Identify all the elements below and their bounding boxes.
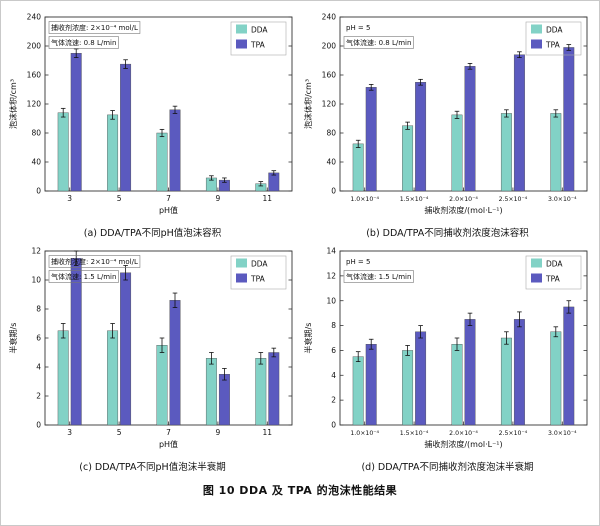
chart-d-plot: 0 2 4 6 8 10 12 14 半衰期/s 1.0×10⁻⁴ 1.5×10⁻⁴ 2.0×10⁻⁴…: [302, 243, 594, 458]
svg-text:40: 40: [31, 158, 41, 167]
svg-text:TPA: TPA: [545, 275, 561, 284]
chart-a-plot: 0 40 80 120 160 200 240 泡沫体积/cm³ 3 5 7 9 11 pH值 DDA TPA…: [7, 9, 299, 224]
svg-text:2.5×10⁻⁴: 2.5×10⁻⁴: [498, 196, 527, 203]
svg-text:5: 5: [116, 428, 121, 437]
svg-text:7: 7: [166, 194, 171, 203]
svg-text:0: 0: [36, 187, 41, 196]
svg-text:14: 14: [326, 247, 336, 256]
svg-text:3: 3: [67, 428, 72, 437]
svg-text:12: 12: [31, 247, 41, 256]
chart-b-caption: (b) DDA/TPA不同捕收剂浓度泡沫容积: [366, 228, 529, 239]
chart-d-caption: (d) DDA/TPA不同捕收剂浓度泡沫半衰期: [361, 462, 534, 473]
svg-text:DDA: DDA: [546, 260, 563, 269]
svg-text:7: 7: [166, 428, 171, 437]
svg-text:8: 8: [36, 305, 41, 314]
svg-text:160: 160: [26, 71, 41, 80]
chart-c-plot: 0 2 4 6 8 10 12 半衰期/s 3 5 7 9 11 pH值 DDA TPA 捕收剂浓度: 2×10…: [7, 243, 299, 458]
svg-text:12: 12: [326, 271, 336, 280]
svg-text:气体流速: 1.5 L/min: 气体流速: 1.5 L/min: [51, 272, 116, 281]
svg-text:120: 120: [321, 100, 336, 109]
svg-text:3.0×10⁻⁴: 3.0×10⁻⁴: [547, 430, 576, 437]
chart-cell-d: 0 2 4 6 8 10 12 14 半衰期/s 1.0×10⁻⁴ 1.5×10⁻⁴ 2.0×10⁻⁴…: [302, 243, 594, 473]
svg-text:捕收剂浓度/(mol·L⁻¹): 捕收剂浓度/(mol·L⁻¹): [424, 205, 502, 215]
svg-text:11: 11: [262, 194, 272, 203]
svg-text:TPA: TPA: [545, 41, 561, 50]
svg-text:10: 10: [326, 296, 336, 305]
svg-text:pH值: pH值: [158, 205, 177, 215]
svg-text:9: 9: [215, 428, 220, 437]
svg-text:泡沫体积/cm³: 泡沫体积/cm³: [8, 79, 18, 129]
svg-text:80: 80: [31, 129, 41, 138]
svg-text:气体流速: 0.8 L/min: 气体流速: 0.8 L/min: [346, 38, 411, 47]
svg-text:pH = 5: pH = 5: [346, 258, 370, 266]
svg-text:0: 0: [36, 421, 41, 430]
chart-svg-c: 0 2 4 6 8 10 12 半衰期/s 3 5 7 9 11 pH值 DDA TPA 捕收剂浓度: 2×10…: [8, 247, 292, 449]
svg-text:半衰期/s: 半衰期/s: [303, 323, 313, 354]
svg-text:0: 0: [331, 187, 336, 196]
svg-text:1.0×10⁻⁴: 1.0×10⁻⁴: [350, 196, 379, 203]
chart-b-plot: 0 40 80 120 160 200 240 泡沫体积/cm³ 1.0×10⁻⁴ 1.5×10⁻…: [302, 9, 594, 224]
chart-c-caption: (c) DDA/TPA不同pH值泡沫半衰期: [79, 462, 226, 473]
svg-text:DDA: DDA: [251, 26, 268, 35]
svg-text:240: 240: [26, 13, 41, 22]
figure-caption: 图 10 DDA 及 TPA 的泡沫性能结果: [202, 484, 398, 497]
svg-text:捕收剂浓度/(mol·L⁻¹): 捕收剂浓度/(mol·L⁻¹): [424, 439, 502, 449]
svg-text:240: 240: [321, 13, 336, 22]
svg-text:5: 5: [116, 194, 121, 203]
svg-text:泡沫体积/cm³: 泡沫体积/cm³: [303, 79, 313, 129]
chart-cell-a: 0 40 80 120 160 200 240 泡沫体积/cm³ 3 5 7 9 11 pH值 DDA TPA…: [7, 9, 299, 239]
chart-cell-c: 0 2 4 6 8 10 12 半衰期/s 3 5 7 9 11 pH值 DDA TPA 捕收剂浓度: 2×10…: [7, 243, 299, 473]
svg-text:200: 200: [321, 42, 336, 51]
svg-text:120: 120: [26, 100, 41, 109]
chart-svg-a: 0 40 80 120 160 200 240 泡沫体积/cm³ 3 5 7 9 11 pH值 DDA TPA…: [8, 13, 292, 215]
svg-text:6: 6: [36, 334, 41, 343]
svg-text:气体流速: 1.5 L/min: 气体流速: 1.5 L/min: [346, 272, 411, 281]
svg-text:pH = 5: pH = 5: [346, 24, 370, 32]
chart-svg-d: 0 2 4 6 8 10 12 14 半衰期/s 1.0×10⁻⁴ 1.5×10⁻⁴ 2.0×10⁻⁴…: [303, 247, 587, 449]
svg-text:DDA: DDA: [251, 260, 268, 269]
svg-text:TPA: TPA: [250, 41, 266, 50]
svg-text:3.0×10⁻⁴: 3.0×10⁻⁴: [547, 196, 576, 203]
chart-svg-b: 0 40 80 120 160 200 240 泡沫体积/cm³ 1.0×10⁻⁴ 1.5×10⁻…: [303, 13, 587, 215]
svg-text:1.5×10⁻⁴: 1.5×10⁻⁴: [399, 430, 428, 437]
svg-text:8: 8: [331, 321, 336, 330]
chart-cell-b: 0 40 80 120 160 200 240 泡沫体积/cm³ 1.0×10⁻⁴ 1.5×10⁻…: [302, 9, 594, 239]
svg-text:2: 2: [36, 392, 41, 401]
svg-text:捕收剂浓度: 2×10⁻⁴ mol/L: 捕收剂浓度: 2×10⁻⁴ mol/L: [51, 23, 138, 32]
charts-grid: 0 40 80 120 160 200 240 泡沫体积/cm³ 3 5 7 9 11 pH值 DDA TPA…: [6, 9, 594, 473]
svg-text:3: 3: [67, 194, 72, 203]
svg-text:6: 6: [331, 346, 336, 355]
svg-text:半衰期/s: 半衰期/s: [8, 323, 18, 354]
svg-text:9: 9: [215, 194, 220, 203]
svg-text:40: 40: [326, 158, 336, 167]
svg-text:1.0×10⁻⁴: 1.0×10⁻⁴: [350, 430, 379, 437]
svg-text:TPA: TPA: [250, 275, 266, 284]
svg-text:1.5×10⁻⁴: 1.5×10⁻⁴: [399, 196, 428, 203]
svg-text:10: 10: [31, 276, 41, 285]
svg-text:200: 200: [26, 42, 41, 51]
svg-text:11: 11: [262, 428, 272, 437]
svg-text:DDA: DDA: [546, 26, 563, 35]
svg-text:4: 4: [331, 371, 336, 380]
svg-text:捕收剂浓度: 2×10⁻⁴ mol/L: 捕收剂浓度: 2×10⁻⁴ mol/L: [51, 257, 138, 266]
svg-text:气体流速: 0.8 L/min: 气体流速: 0.8 L/min: [51, 38, 116, 47]
svg-text:2.0×10⁻⁴: 2.0×10⁻⁴: [449, 196, 478, 203]
svg-text:4: 4: [36, 363, 41, 372]
svg-text:2.0×10⁻⁴: 2.0×10⁻⁴: [449, 430, 478, 437]
svg-text:2: 2: [331, 396, 336, 405]
svg-text:160: 160: [321, 71, 336, 80]
chart-a-caption: (a) DDA/TPA不同pH值泡沫容积: [83, 228, 222, 239]
svg-text:pH值: pH值: [158, 439, 177, 449]
svg-text:2.5×10⁻⁴: 2.5×10⁻⁴: [498, 430, 527, 437]
svg-text:80: 80: [326, 129, 336, 138]
svg-text:0: 0: [331, 421, 336, 430]
